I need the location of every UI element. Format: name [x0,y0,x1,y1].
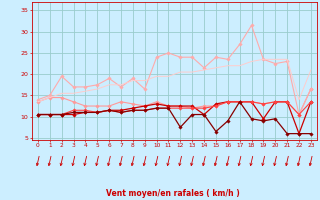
Text: Vent moyen/en rafales ( km/h ): Vent moyen/en rafales ( km/h ) [106,189,240,198]
